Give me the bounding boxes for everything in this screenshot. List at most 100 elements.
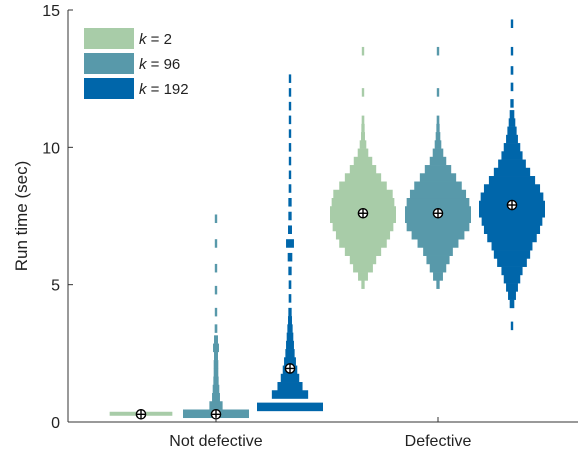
violin-bin-k-2-defective	[349, 165, 377, 174]
violin-bin-k-2-defective	[361, 280, 365, 289]
violin-bin-k-192-defective	[510, 19, 514, 28]
violin-bin-k-192-not-defective	[287, 252, 293, 262]
violin-bin-k-192-not-defective	[277, 382, 303, 391]
violin-bin-k-96-defective	[429, 263, 447, 273]
median-marker-k-96-defective	[432, 207, 444, 219]
violin-bin-k-96-not-defective	[214, 324, 218, 333]
violin-bin-k-192-defective	[506, 283, 518, 292]
violin-bin-k-96-not-defective	[214, 239, 218, 248]
legend-swatch	[84, 53, 134, 74]
violin-bin-k-192-defective	[503, 274, 521, 284]
violin-bin-k-96-defective	[406, 222, 470, 232]
violin-bin-k-192-defective	[487, 233, 537, 243]
violin-bin-k-192-defective	[503, 143, 521, 152]
violin-bin-k-96-defective	[419, 173, 457, 182]
violin-bin-k-192-not-defective	[280, 373, 300, 383]
violin-bin-k-96-not-defective	[213, 360, 219, 369]
x-tick-label: Defective	[405, 433, 472, 450]
violin-bin-k-192-defective	[488, 176, 536, 185]
violin-bin-k-192-defective	[510, 99, 514, 108]
violin-bin-k-2-defective	[344, 173, 382, 182]
violin-bin-k-2-defective	[349, 255, 377, 265]
legend: k = 2k = 96k = 192	[84, 28, 189, 99]
legend-label-variable: k	[139, 31, 148, 48]
violin-bin-k-96-not-defective	[212, 384, 220, 394]
violin-bin-k-192-defective	[510, 321, 514, 331]
violin-bin-k-192-defective	[483, 184, 541, 193]
y-axis-label: Run time (sec)	[12, 161, 31, 272]
violin-bin-k-2-defective	[339, 239, 387, 248]
violin-bin-k-192-defective	[493, 167, 531, 177]
violin-bin-k-192-defective	[508, 118, 516, 127]
legend-swatch	[84, 28, 134, 49]
violin-bin-k-192-not-defective	[288, 129, 292, 138]
violin-bin-k-2-defective	[361, 123, 365, 133]
violin-bin-k-192-defective	[510, 46, 514, 56]
violin-bin-k-192-not-defective	[288, 307, 292, 317]
legend-label: k = 96	[139, 56, 180, 73]
y-tick-label: 0	[51, 415, 60, 432]
violin-bin-k-192-not-defective	[288, 143, 292, 152]
violin-bin-k-96-defective	[423, 247, 453, 256]
axes-layer	[67, 10, 578, 423]
violin-bin-k-192-defective	[483, 225, 541, 234]
violin-bin-k-96-not-defective	[214, 351, 218, 361]
violin-bin-k-96-not-defective	[214, 335, 218, 344]
violins-layer	[109, 19, 545, 419]
violin-bin-k-96-defective	[424, 165, 452, 174]
violin-bin-k-192-defective	[479, 208, 545, 218]
median-marker-k-192-not-defective	[284, 363, 296, 374]
violin-bin-k-192-not-defective	[288, 225, 292, 234]
violin-bin-k-192-not-defective	[257, 402, 323, 412]
violin-bin-k-96-defective	[426, 255, 450, 265]
violin-bin-k-96-not-defective	[214, 285, 218, 295]
median-marker-k-192-defective	[506, 199, 518, 211]
violin-bin-k-2-defective	[361, 132, 365, 141]
violin-bin-k-192-defective	[510, 82, 514, 92]
violin-bin-k-192-not-defective	[285, 349, 295, 358]
violin-bin-k-96-not-defective	[214, 307, 218, 317]
violin-bin-k-192-defective	[493, 250, 531, 259]
violin-bin-k-192-not-defective	[286, 239, 294, 248]
violin-bin-k-192-defective	[501, 151, 523, 160]
violin-bin-k-192-not-defective	[288, 280, 292, 289]
violin-bin-k-192-not-defective	[287, 324, 293, 333]
legend-label: k = 192	[139, 81, 189, 98]
violin-bin-k-96-defective	[414, 181, 462, 191]
violin-bin-k-96-defective	[405, 214, 471, 224]
violin-bin-k-96-defective	[436, 280, 440, 289]
violin-bin-k-2-defective	[330, 214, 396, 224]
violin-bin-k-2-defective	[361, 115, 365, 125]
violin-bin-k-2-defective	[333, 189, 393, 199]
violin-bin-k-192-not-defective	[288, 316, 292, 325]
violin-bin-k-192-not-defective	[288, 156, 292, 166]
ticks-layer: 0 5 10 15 Not defective Defective	[42, 3, 471, 450]
violin-bin-k-2-defective	[353, 263, 373, 273]
violin-bin-k-192-not-defective	[288, 198, 292, 207]
violin-bin-k-2-defective	[332, 222, 394, 232]
violin-bin-k-192-not-defective	[288, 184, 292, 193]
legend-swatch	[84, 78, 134, 99]
violin-bin-k-96-defective	[406, 198, 470, 207]
violin-bin-k-96-defective	[433, 272, 443, 281]
violin-bin-k-192-defective	[497, 258, 527, 267]
violin-bin-k-192-not-defective	[288, 88, 292, 97]
violin-bin-k-96-defective	[434, 140, 442, 149]
violin-bin-k-192-defective	[501, 266, 523, 276]
violin-bin-k-2-defective	[331, 198, 395, 207]
violin-bin-k-96-not-defective	[212, 393, 220, 402]
violin-bin-k-2-defective	[361, 88, 365, 97]
violin-bin-k-192-defective	[508, 291, 516, 300]
legend-label-variable: k	[139, 56, 148, 73]
violin-bin-k-192-defective	[491, 241, 533, 251]
violin-bin-k-192-not-defective	[288, 115, 292, 125]
violin-bin-k-2-defective	[344, 247, 382, 256]
median-marker-k-2-defective	[357, 207, 369, 219]
violin-bin-k-96-not-defective	[214, 214, 218, 224]
violin-bin-k-96-defective	[436, 115, 440, 125]
y-tick-label: 15	[42, 3, 60, 20]
y-tick-label: 10	[42, 140, 60, 157]
violin-bin-k-96-defective	[429, 156, 447, 166]
violin-bin-k-192-defective	[481, 217, 543, 226]
